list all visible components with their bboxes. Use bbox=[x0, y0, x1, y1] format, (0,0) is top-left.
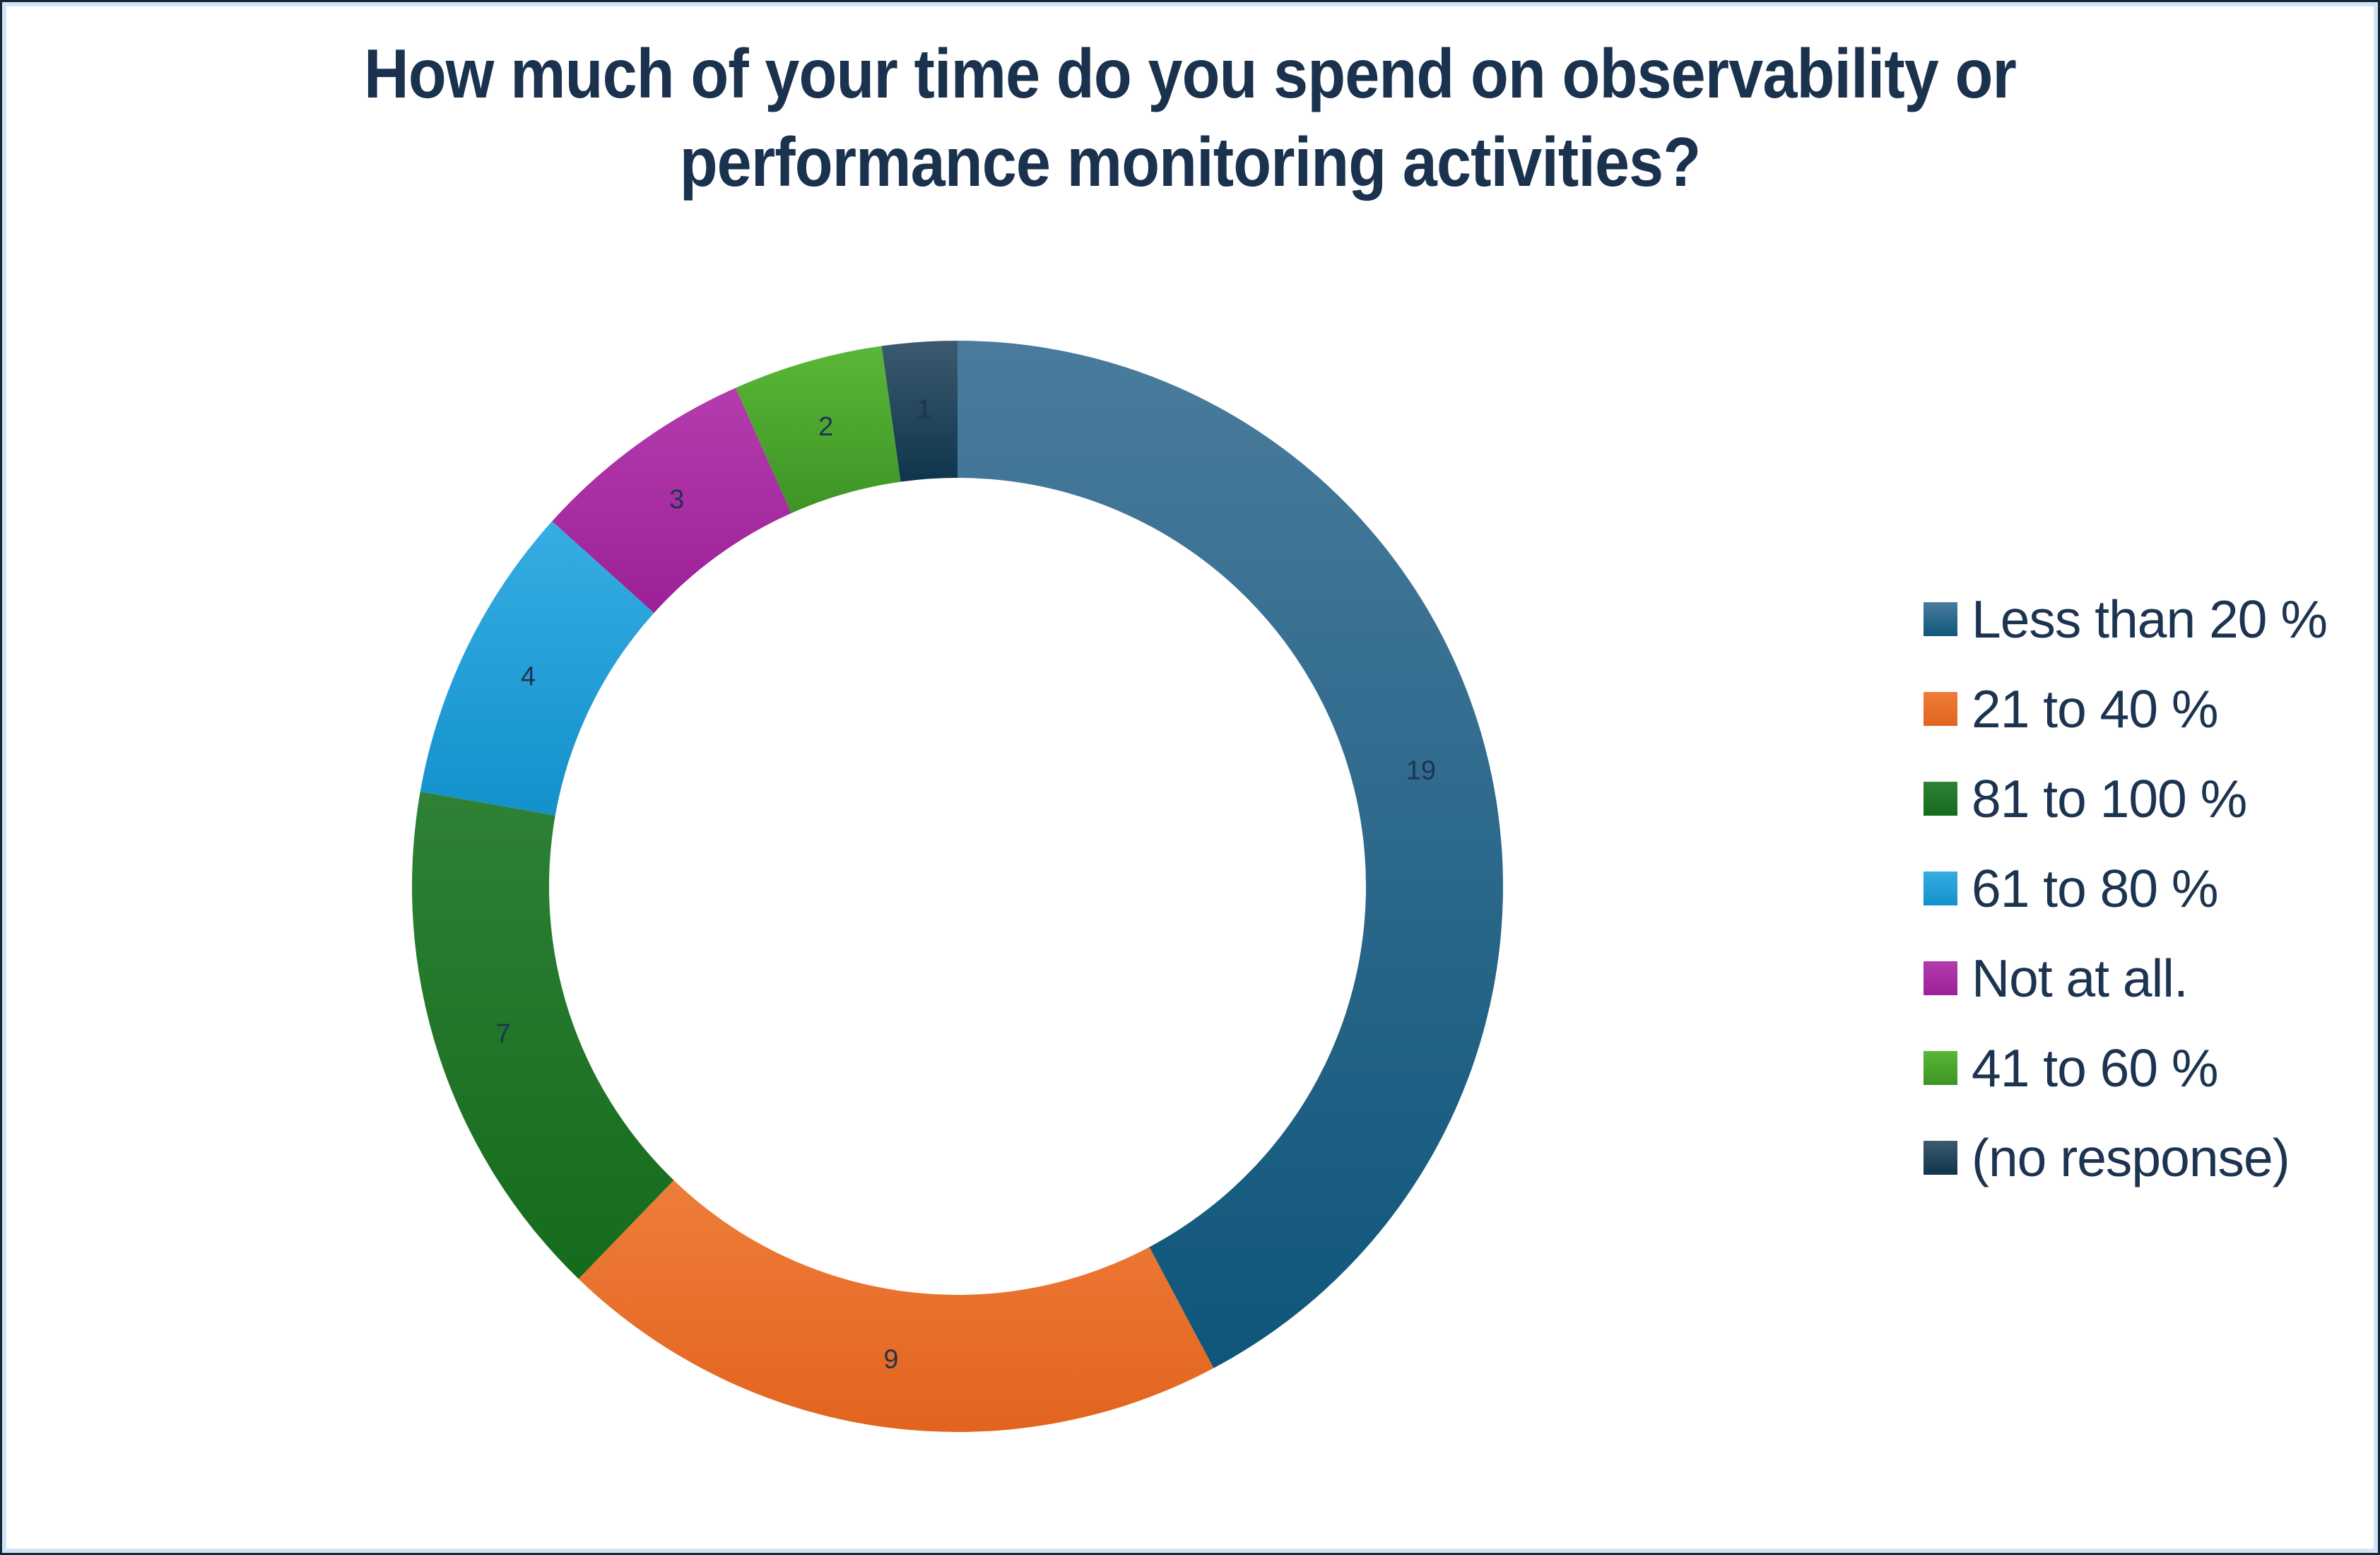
segment-value-label: 4 bbox=[521, 662, 536, 692]
donut-segment-61-to-80 bbox=[420, 521, 654, 816]
legend-swatch-icon bbox=[1924, 1050, 1957, 1085]
legend-item-not-at-all: Not at all. bbox=[1924, 933, 2327, 1023]
legend-swatch-icon bbox=[1924, 961, 1957, 995]
legend-item-no-response: (no response) bbox=[1924, 1113, 2327, 1202]
chart-title-line-1: How much of your time do you spend on ob… bbox=[364, 35, 2017, 112]
legend-label: 21 to 40 % bbox=[1972, 679, 2219, 739]
legend-swatch-icon bbox=[1924, 602, 1957, 636]
legend-swatch-icon bbox=[1924, 871, 1957, 905]
chart-title-line-2: performance monitoring activities? bbox=[679, 123, 1701, 201]
legend-item-81-to-100: 81 to 100 % bbox=[1924, 753, 2327, 843]
legend-swatch-icon bbox=[1924, 781, 1957, 816]
legend-label: Not at all. bbox=[1972, 948, 2188, 1008]
segment-value-label: 7 bbox=[496, 1019, 511, 1049]
legend-label: 81 to 100 % bbox=[1972, 768, 2247, 828]
donut-segment-less-than-20 bbox=[958, 341, 1503, 1368]
legend-item-41-to-60: 41 to 60 % bbox=[1924, 1023, 2327, 1113]
legend-label: 41 to 60 % bbox=[1972, 1038, 2219, 1098]
legend-item-21-to-40: 21 to 40 % bbox=[1924, 664, 2327, 753]
legend-item-61-to-80: 61 to 80 % bbox=[1924, 843, 2327, 933]
donut-segment-no-response bbox=[881, 341, 958, 482]
legend-swatch-icon bbox=[1924, 1140, 1957, 1175]
segment-value-label: 9 bbox=[883, 1344, 898, 1374]
segment-value-label: 3 bbox=[669, 485, 684, 515]
donut-segment-41-to-60 bbox=[735, 346, 901, 513]
legend-label: (no response) bbox=[1972, 1127, 2290, 1187]
segment-value-label: 1 bbox=[917, 395, 931, 425]
legend-label: 61 to 80 % bbox=[1972, 858, 2219, 918]
chart-title: How much of your time do you spend on ob… bbox=[119, 30, 2261, 207]
donut-segment-not-at-all bbox=[552, 387, 791, 614]
legend-swatch-icon bbox=[1924, 691, 1957, 726]
donut-segment-81-to-100 bbox=[412, 791, 674, 1279]
donut-segment-21-to-40 bbox=[578, 1180, 1214, 1432]
legend-label: Less than 20 % bbox=[1972, 589, 2328, 649]
legend: Less than 20 % 21 to 40 % 81 to 100 % 61 to… bbox=[1924, 574, 2328, 1202]
segment-value-label: 19 bbox=[1406, 756, 1436, 785]
segment-value-label: 2 bbox=[818, 412, 833, 442]
legend-item-less-than-20: Less than 20 % bbox=[1924, 574, 2328, 664]
